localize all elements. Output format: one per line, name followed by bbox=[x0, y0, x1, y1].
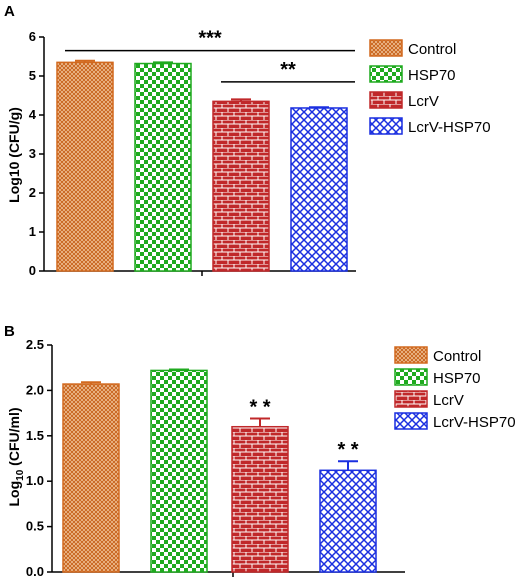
legend-swatch-lcrv-hsp70 bbox=[394, 412, 428, 430]
legend-label: LcrV bbox=[433, 392, 464, 409]
bar-control bbox=[56, 61, 114, 272]
significance-label: *** bbox=[198, 28, 222, 50]
significance-label: ** bbox=[280, 59, 296, 81]
panel-b-ylabel: Log10 (CFU/ml) bbox=[6, 408, 26, 507]
legend-swatch-lcrv bbox=[369, 91, 403, 109]
bar-hsp70 bbox=[134, 62, 192, 272]
legend-swatch-hsp70 bbox=[369, 65, 403, 83]
legend-swatch-lcrv bbox=[394, 390, 428, 408]
legend-label: Control bbox=[408, 41, 456, 58]
legend-label: HSP70 bbox=[408, 67, 456, 84]
panel-a-ylabel: Log10 (CFU/g) bbox=[6, 107, 22, 203]
panel-b-chart: 0.0 0.5 1.0 1.5 2.0 2.5 * * * * bbox=[26, 337, 405, 579]
legend-swatch-control bbox=[394, 346, 428, 364]
significance-label: * * bbox=[249, 397, 270, 419]
y-tick-label: 0.5 bbox=[26, 519, 44, 534]
y-tick-label: 3 bbox=[29, 146, 36, 161]
panel-b-letter: B bbox=[4, 323, 15, 340]
y-tick-label: 1.0 bbox=[26, 473, 44, 488]
y-tick-label: 2 bbox=[29, 185, 36, 200]
y-tick-label: 4 bbox=[29, 107, 37, 122]
legend-label: LcrV bbox=[408, 93, 439, 110]
legend-label: HSP70 bbox=[433, 370, 481, 387]
significance-label: * * bbox=[337, 439, 358, 461]
bar-control bbox=[62, 383, 120, 573]
legend-label: LcrV-HSP70 bbox=[433, 414, 516, 431]
bar-lcrv-hsp70 bbox=[290, 107, 348, 272]
y-tick-label: 2.0 bbox=[26, 382, 44, 397]
bar-lcrv-hsp70 bbox=[319, 469, 377, 573]
bar-lcrv bbox=[212, 100, 270, 272]
panel-a-legend: Control HSP70 LcrV LcrV-HSP70 bbox=[369, 39, 491, 136]
panel-b-ylabel-main: Log bbox=[6, 481, 22, 507]
y-tick-label: 5 bbox=[29, 68, 36, 83]
legend-label: LcrV-HSP70 bbox=[408, 119, 491, 136]
y-tick-label: 0.0 bbox=[26, 564, 44, 579]
panel-b-ylabel-rest: (CFU/ml) bbox=[6, 408, 22, 470]
bar-lcrv bbox=[231, 425, 289, 573]
panel-a-letter: A bbox=[4, 3, 15, 20]
y-tick-label: 0 bbox=[29, 263, 36, 278]
legend-swatch-lcrv-hsp70 bbox=[369, 117, 403, 135]
y-tick-label: 2.5 bbox=[26, 337, 44, 352]
y-tick-label: 6 bbox=[29, 29, 36, 44]
y-tick-label: 1 bbox=[29, 224, 36, 239]
y-tick-label: 1.5 bbox=[26, 428, 44, 443]
legend-swatch-hsp70 bbox=[394, 368, 428, 386]
bar-hsp70 bbox=[150, 369, 208, 573]
panel-b-legend: Control HSP70 LcrV LcrV-HSP70 bbox=[394, 346, 516, 431]
legend-label: Control bbox=[433, 348, 481, 365]
panel-b-ylabel-sub: 10 bbox=[15, 469, 26, 481]
legend-swatch-control bbox=[369, 39, 403, 57]
